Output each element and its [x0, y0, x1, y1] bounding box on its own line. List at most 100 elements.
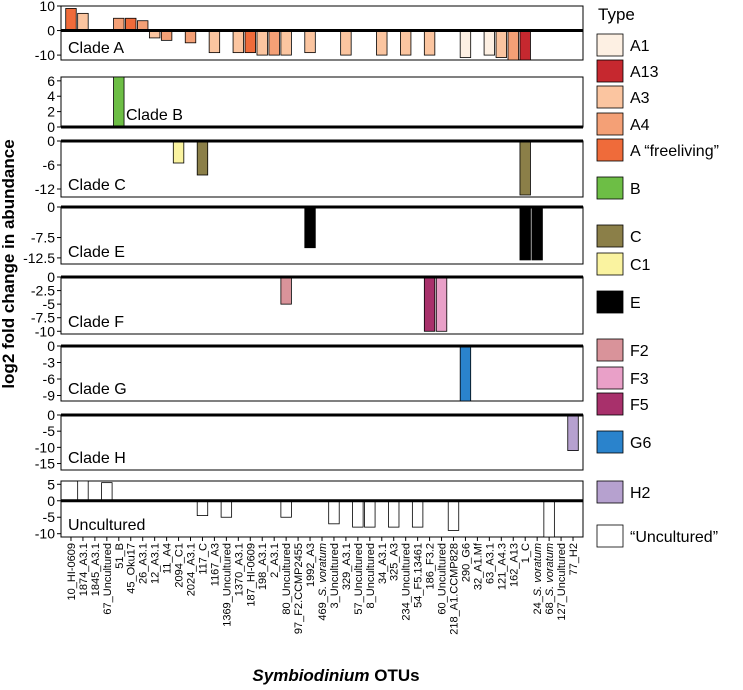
- y-tick-label: -5: [43, 296, 56, 312]
- clade-label: Clade A: [68, 40, 124, 57]
- panel-frame: [60, 345, 584, 402]
- legend-swatch: [596, 524, 624, 548]
- x-tick-label: 127_Uncultured: [556, 543, 568, 621]
- bar-1370-a3-1: [232, 30, 244, 54]
- panel-clade-a: 10 0 -10 Clade A: [35, 0, 584, 63]
- legend-label: F5: [630, 397, 649, 414]
- bar-1992-a3: [304, 206, 316, 249]
- bar-8-uncultured: [364, 500, 376, 528]
- legend-item-a-freeliving: A “freeliving”: [596, 138, 719, 162]
- bar-117-c: [196, 500, 209, 516]
- y-tick-label: 0: [47, 407, 55, 423]
- legend-label: A3: [630, 90, 650, 107]
- bar-329-a3-1: [340, 30, 352, 56]
- x-tick-label: 187_HI-0609: [245, 543, 257, 607]
- legend-swatch: [596, 176, 624, 200]
- x-tick-label: 1845_A3.1: [90, 543, 102, 596]
- bar-2024-a3-1: [184, 30, 197, 44]
- x-tick-label: 80_Uncultured: [281, 543, 293, 615]
- legend-label: B: [630, 181, 641, 198]
- legend-label: G6: [630, 435, 651, 452]
- panel-clade-g: 0-3-6-9 Clade G: [43, 338, 584, 404]
- x-tick-label: 469_S. voratum: [317, 543, 329, 621]
- x-axis-label: Symbiodinium OTUs: [252, 666, 419, 685]
- x-tick-label: 10_HI-0609: [66, 543, 78, 601]
- y-tick-label: 0: [47, 133, 55, 149]
- y-tick-label: -3: [43, 355, 56, 371]
- x-tick-label: 67_Uncultured: [102, 543, 114, 615]
- clade-label: Clade C: [68, 177, 126, 194]
- legend-swatch: [596, 112, 624, 136]
- bar-218-a1-ccmp828: [447, 500, 460, 531]
- x-tick-label: 121_A4.3: [496, 543, 508, 590]
- y-tick-label: 10: [39, 0, 55, 14]
- clade-label: Clade G: [68, 381, 127, 398]
- x-tick-label: 24_S. voratum: [532, 543, 544, 615]
- x-tick-label: 117_C: [197, 543, 209, 575]
- x-tick-label: 8_Uncultured: [365, 543, 377, 608]
- bar-2094-c1: [172, 140, 185, 164]
- panel-clade-e: 0 -7.5 -12.5 Clade E: [23, 199, 584, 266]
- x-tick-label: 2094_C1: [174, 543, 186, 588]
- bar-10-hi-0609: [65, 8, 77, 31]
- y-tick-label: -7.5: [31, 230, 55, 246]
- bar-290-g6: [459, 345, 472, 402]
- panel-clade-c: 0 -6 -12 Clade C: [35, 133, 584, 198]
- x-tick-labels: 10_HI-0609 1874_A3.1 1845_A3.1 67_Unculture…: [66, 537, 580, 635]
- bar-51-b: [113, 17, 125, 31]
- legend-item-f2: F2: [596, 338, 649, 362]
- y-tick-label: -10: [35, 439, 55, 455]
- x-tick-label: 186_F3.2: [425, 543, 437, 589]
- x-tick-label: 60_Uncultured: [437, 543, 449, 615]
- bar-57-uncultured: [352, 500, 364, 528]
- legend-item-b: B: [596, 176, 641, 200]
- legend-swatch: [596, 366, 624, 390]
- legend-item-h2: H2: [596, 480, 651, 504]
- bar-63-a3-1: [483, 30, 496, 56]
- legend-swatch: [596, 224, 624, 248]
- legend-title: Type: [598, 5, 635, 24]
- y-tick-label: -6: [43, 157, 56, 173]
- clade-label: Clade F: [68, 314, 124, 331]
- y-tick-label: 0: [47, 493, 55, 509]
- bar-80-uncultured: [280, 30, 292, 56]
- y-tick-label: 0: [47, 269, 55, 285]
- bar-45-oku17: [125, 17, 137, 31]
- bar-1874-a3-1: [77, 12, 89, 31]
- legend-label: H2: [630, 485, 651, 502]
- x-tick-label: 45_Oku17: [126, 543, 138, 594]
- y-tick-label: -10: [35, 526, 55, 542]
- legend-item-e: E: [596, 290, 641, 314]
- panel-frame: [60, 206, 584, 265]
- x-tick-label: 11_A4: [162, 543, 174, 574]
- clade-label: Clade B: [126, 107, 183, 124]
- legend-swatch: [596, 252, 624, 276]
- x-tick-label: 1369_Uncultured: [221, 543, 233, 627]
- legend-swatch: [596, 290, 624, 314]
- y-tick-label: -7.5: [31, 310, 55, 326]
- bar-186-f3-2: [423, 30, 436, 56]
- type-legend: Type A1 A13 A3 A4 A “freeliving” B C C1 E F2 F3 F5 G6…: [596, 5, 719, 548]
- legend-item-uncultured: “Uncultured”: [596, 524, 718, 548]
- bar-80-uncultured: [280, 500, 292, 518]
- legend-item-f5: F5: [596, 392, 649, 416]
- y-tick-label: -6: [43, 371, 56, 387]
- legend-label: E: [630, 295, 641, 312]
- legend-label: F3: [630, 371, 649, 388]
- bar-325-a3: [388, 500, 400, 528]
- legend-item-a1: A1: [596, 33, 650, 57]
- x-tick-label: 2_A3.1: [269, 543, 281, 578]
- bar-3-uncultured: [328, 500, 340, 525]
- x-tick-label: 32_A1.Mf: [472, 542, 484, 590]
- x-tick-label: 26_A3.1: [138, 543, 150, 584]
- bar-54-f5-13461: [411, 500, 424, 528]
- bar-51-b: [113, 76, 125, 128]
- bar-162-a13: [507, 30, 519, 61]
- legend-label: A13: [630, 64, 659, 81]
- legend-swatch: [596, 59, 624, 83]
- panel-clade-h: 0-5-10-15 Clade H: [35, 407, 584, 472]
- panel-frame: [60, 414, 584, 471]
- x-tick-label: 329_A3.1: [341, 543, 353, 590]
- y-tick-label: 0: [47, 23, 55, 39]
- legend-swatch: [596, 480, 624, 504]
